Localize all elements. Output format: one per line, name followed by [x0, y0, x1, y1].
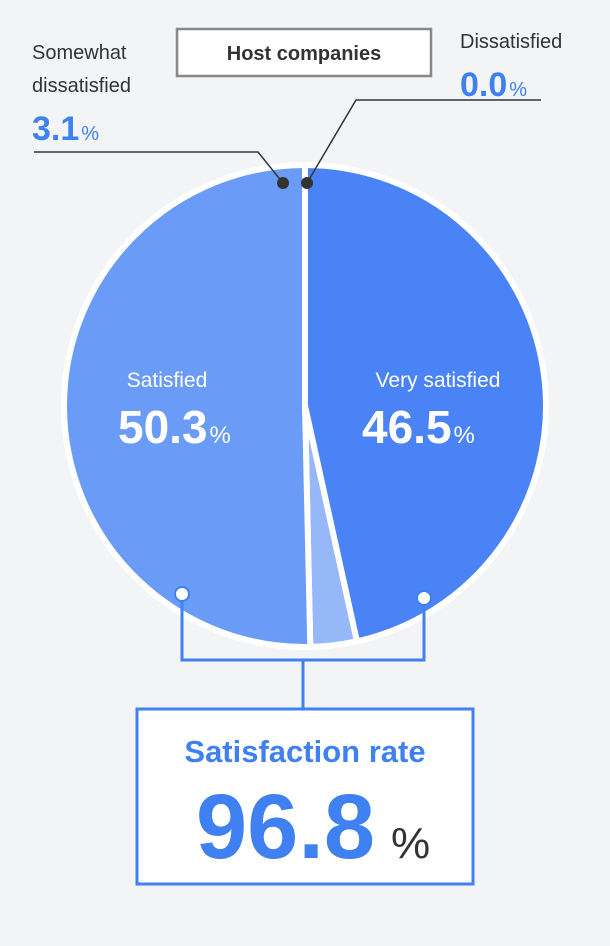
- summary-value-number: 96.8: [196, 776, 375, 878]
- value-very-satisfied: 46.5%: [362, 401, 475, 453]
- leader-dot-somewhat-dissatisfied: [277, 177, 289, 189]
- value-somewhat-number: 3.1: [32, 110, 79, 148]
- value-somewhat-dissatisfied: 3.1%: [32, 110, 99, 148]
- leader-dot-dissatisfied: [301, 177, 313, 189]
- pie-slice-satisfied: [61, 162, 314, 650]
- label-satisfied: Satisfied: [127, 369, 208, 392]
- label-somewhat-line1: Somewhat: [32, 42, 127, 64]
- title-box: [175, 27, 433, 78]
- leader-line-dissatisfied: [306, 99, 541, 184]
- label-dissatisfied: Dissatisfied: [460, 31, 562, 53]
- value-satisfied-unit: %: [210, 422, 231, 449]
- bracket-dot-satisfied: [174, 586, 190, 602]
- value-satisfied-number: 50.3: [118, 401, 208, 453]
- value-dissatisfied-unit: %: [509, 79, 527, 101]
- label-very-satisfied: Very satisfied: [376, 369, 501, 392]
- chart-title: Host companies: [227, 43, 381, 65]
- value-very-satisfied-number: 46.5: [362, 401, 452, 453]
- value-dissatisfied: 0.0%: [460, 66, 527, 104]
- value-somewhat-unit: %: [81, 123, 99, 145]
- value-very-satisfied-unit: %: [454, 422, 475, 449]
- summary-value: 96.8: [196, 776, 375, 878]
- leader-line-somewhat-dissatisfied: [34, 151, 284, 184]
- pie-slice-very-satisfied: [302, 162, 549, 645]
- label-somewhat-line2: dissatisfied: [32, 75, 131, 97]
- value-dissatisfied-number: 0.0: [460, 66, 507, 104]
- pie-group: [61, 162, 549, 650]
- summary-unit: %: [391, 819, 430, 868]
- value-satisfied: 50.3%: [118, 401, 231, 453]
- summary-box: [135, 707, 475, 886]
- bracket-dot-very-satisfied: [416, 590, 432, 606]
- summary-label: Satisfaction rate: [184, 734, 425, 769]
